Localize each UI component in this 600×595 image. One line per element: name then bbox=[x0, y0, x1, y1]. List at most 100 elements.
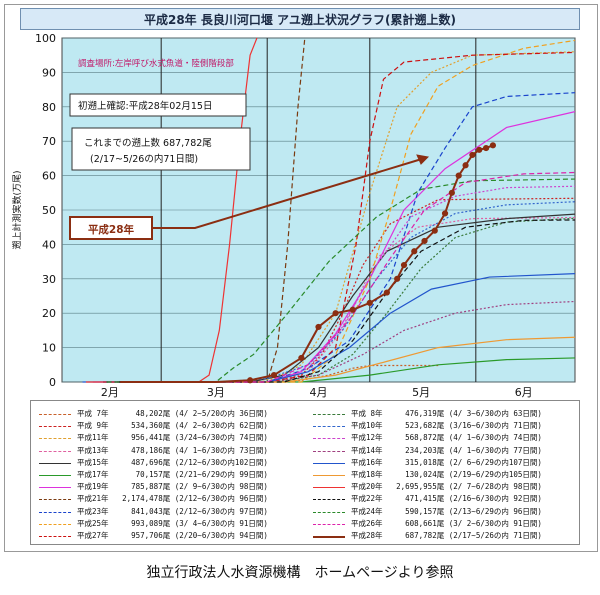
legend-swatch bbox=[313, 414, 345, 415]
legend-series-period: (3/16~6/30の内 71日間) bbox=[444, 421, 542, 431]
legend-series-name: 平成14年 bbox=[351, 445, 383, 455]
legend-series-period: (2/12~6/30の内 97日間) bbox=[170, 506, 268, 516]
legend-label: 平成16年 315,018尾 (2/ 6~6/29の内107日間) bbox=[351, 457, 542, 469]
legend-label: 平成24年 590,157尾 (2/13~6/29の内 96日間) bbox=[351, 506, 542, 518]
legend-series-period: (2/ 6~6/29の内107日間) bbox=[444, 457, 542, 467]
legend-item: 平成18年 130,024尾 (2/19~6/29の内105日間) bbox=[313, 469, 577, 481]
legend-series-name: 平成28年 bbox=[351, 531, 383, 540]
legend-label: 平成13年 478,186尾 (4/ 1~6/30の内 73日間) bbox=[77, 445, 268, 457]
series-line bbox=[103, 213, 576, 383]
legend-item: 平成19年 785,887尾 (2/ 9~6/30の内 98日間) bbox=[39, 481, 303, 493]
legend-label: 平成21年 2,174,478尾 (2/12~6/30の内 96日間) bbox=[77, 493, 268, 505]
x-tick-label: 2月 bbox=[101, 386, 119, 399]
total-note-line2: (2/17~5/26の内71日間) bbox=[90, 153, 198, 165]
series-marker bbox=[411, 248, 418, 255]
x-tick-label: 3月 bbox=[207, 386, 225, 399]
legend-series-total: 471,415尾 bbox=[382, 494, 445, 504]
legend: 平成 7年 48,202尾 (4/ 2~5/20の内 36日間) 平成 9年 53… bbox=[30, 400, 580, 545]
legend-series-name: 平成25年 bbox=[77, 518, 109, 528]
legend-label: 平成 7年 48,202尾 (4/ 2~5/20の内 36日間) bbox=[77, 408, 268, 420]
legend-series-total: 687,782尾 bbox=[382, 531, 445, 540]
legend-series-total: 315,018尾 bbox=[382, 457, 445, 467]
legend-series-period: (4/ 1~6/30の内 74日間) bbox=[444, 433, 542, 443]
legend-item: 平成 9年 534,360尾 (4/ 2~6/30の内 62日間) bbox=[39, 420, 303, 432]
legend-item: 平成15年 487,696尾 (2/12~6/30の内102日間) bbox=[39, 457, 303, 469]
legend-swatch bbox=[313, 450, 345, 452]
legend-series-name: 平成 7年 bbox=[77, 409, 109, 418]
y-tick-label: 40 bbox=[42, 238, 56, 251]
legend-series-period: (4/ 2~5/20の内 36日間) bbox=[170, 409, 268, 418]
legend-series-period: (2/17~5/26の内 71日間) bbox=[444, 531, 542, 540]
series-marker bbox=[332, 310, 339, 317]
series-marker bbox=[441, 210, 449, 217]
legend-swatch bbox=[39, 414, 71, 415]
legend-item: 平成11年 956,441尾 (3/24~6/30の内 74日間) bbox=[39, 432, 303, 444]
legend-item: 平成21年 2,174,478尾 (2/12~6/30の内 96日間) bbox=[39, 493, 303, 505]
legend-series-period: (4/ 3~6/30の内 63日間) bbox=[444, 409, 542, 418]
legend-series-name: 平成20年 bbox=[351, 482, 383, 492]
legend-series-name: 平成19年 bbox=[77, 482, 109, 492]
legend-series-name: 平成17年 bbox=[77, 470, 109, 479]
legend-item: 平成20年 2,695,955尾 (2/ 7~6/28の内 98日間) bbox=[313, 481, 577, 493]
series-marker bbox=[394, 275, 401, 282]
legend-series-period: (3/24~6/30の内 74日間) bbox=[170, 433, 268, 443]
legend-swatch bbox=[39, 450, 71, 452]
legend-swatch bbox=[313, 536, 345, 538]
legend-series-period: (2/ 7~6/28の内 98日間) bbox=[444, 482, 542, 492]
year-callout-label: 平成28年 bbox=[88, 223, 135, 236]
chart-title: 平成28年 長良川河口堰 アユ遡上状況グラフ(累計遡上数) bbox=[143, 12, 457, 27]
legend-item: 平成25年 993,089尾 (3/ 4~6/30の内 91日間) bbox=[39, 518, 303, 530]
series-marker bbox=[462, 162, 469, 169]
legend-series-total: 523,682尾 bbox=[382, 421, 445, 431]
legend-item: 平成28年 687,782尾 (2/17~5/26の内 71日間) bbox=[313, 530, 577, 542]
legend-series-total: 956,441尾 bbox=[108, 433, 171, 443]
legend-item: 平成17年 70,157尾 (2/21~6/29の内 99日間) bbox=[39, 469, 303, 481]
legend-series-name: 平成16年 bbox=[351, 457, 383, 467]
series-marker bbox=[400, 261, 408, 269]
legend-series-name: 平成12年 bbox=[351, 433, 383, 443]
legend-series-period: (2/13~6/29の内 96日間) bbox=[444, 506, 542, 516]
legend-label: 平成28年 687,782尾 (2/17~5/26の内 71日間) bbox=[351, 530, 542, 542]
legend-series-period: (2/16~6/30の内 92日間) bbox=[444, 494, 542, 504]
legend-series-period: (4/ 1~6/30の内 73日間) bbox=[170, 445, 268, 455]
legend-series-total: 841,043尾 bbox=[108, 506, 171, 516]
series-marker bbox=[431, 227, 438, 234]
legend-swatch bbox=[39, 475, 71, 476]
legend-series-total: 48,202尾 bbox=[108, 409, 171, 418]
legend-swatch bbox=[313, 487, 345, 489]
legend-item: 平成10年 523,682尾 (3/16~6/30の内 71日間) bbox=[313, 420, 577, 432]
total-note-line1: これまでの遡上数 687,782尾 bbox=[84, 137, 212, 149]
series-marker bbox=[476, 146, 483, 153]
legend-swatch bbox=[39, 536, 71, 537]
legend-series-total: 957,706尾 bbox=[108, 531, 171, 540]
first-confirm-box bbox=[69, 93, 247, 117]
legend-item: 平成12年 568,872尾 (4/ 1~6/30の内 74日間) bbox=[313, 432, 577, 444]
legend-series-total: 2,695,955尾 bbox=[382, 482, 445, 492]
legend-swatch bbox=[39, 438, 71, 440]
legend-series-name: 平成15年 bbox=[77, 457, 109, 467]
legend-series-period: (2/12~6/30の内102日間) bbox=[170, 457, 268, 467]
legend-label: 平成12年 568,872尾 (4/ 1~6/30の内 74日間) bbox=[351, 432, 542, 444]
legend-item: 平成23年 841,043尾 (2/12~6/30の内 97日間) bbox=[39, 506, 303, 518]
legend-swatch bbox=[39, 462, 71, 464]
survey-site-note: 調査場所:左岸呼び水式魚道・陸側階段部 bbox=[78, 58, 234, 69]
legend-series-period: (3/ 4~6/30の内 91日間) bbox=[170, 518, 268, 528]
series-line bbox=[85, 37, 258, 383]
legend-label: 平成10年 523,682尾 (3/16~6/30の内 71日間) bbox=[351, 420, 542, 432]
callout-arrowhead bbox=[416, 154, 430, 165]
series-line bbox=[270, 216, 576, 383]
legend-series-name: 平成18年 bbox=[351, 470, 383, 479]
legend-swatch bbox=[313, 499, 345, 501]
legend-item: 平成16年 315,018尾 (2/ 6~6/29の内107日間) bbox=[313, 457, 577, 469]
legend-series-total: 234,203尾 bbox=[382, 445, 445, 455]
series-marker bbox=[315, 323, 322, 331]
legend-series-name: 平成23年 bbox=[77, 506, 109, 516]
legend-series-period: (2/19~6/29の内105日間) bbox=[444, 470, 542, 479]
legend-item: 平成22年 471,415尾 (2/16~6/30の内 92日間) bbox=[313, 493, 577, 505]
legend-label: 平成11年 956,441尾 (3/24~6/30の内 74日間) bbox=[77, 432, 268, 444]
legend-series-period: (3/ 2~6/30の内 91日間) bbox=[444, 518, 542, 528]
legend-label: 平成19年 785,887尾 (2/ 9~6/30の内 98日間) bbox=[77, 481, 268, 493]
legend-series-period: (2/12~6/30の内 96日間) bbox=[170, 494, 268, 504]
legend-series-period: (4/ 2~6/30の内 62日間) bbox=[170, 421, 268, 431]
y-tick-label: 20 bbox=[42, 307, 56, 320]
